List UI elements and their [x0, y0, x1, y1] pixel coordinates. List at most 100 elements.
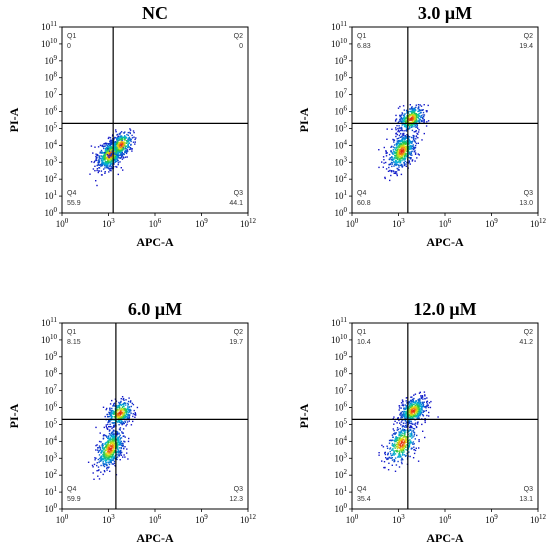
cell-event	[418, 408, 421, 410]
cell-event	[427, 104, 429, 107]
y-tick-label: 100	[335, 206, 348, 218]
cell-event	[90, 145, 93, 147]
y-tick-label: 106	[45, 401, 58, 413]
cell-event	[412, 417, 414, 419]
cell-event	[110, 437, 112, 439]
cell-event	[114, 147, 117, 149]
cell-event	[413, 448, 415, 451]
cell-event	[405, 400, 407, 402]
cell-event	[402, 448, 404, 451]
cell-event	[98, 156, 101, 158]
cell-event	[414, 115, 416, 117]
cell-event	[395, 142, 398, 144]
cell-event	[406, 402, 408, 404]
cell-event	[388, 442, 391, 444]
cell-event	[405, 454, 407, 457]
quadrant-name-q3: Q3	[234, 190, 243, 197]
cell-event	[120, 167, 122, 169]
cell-event	[412, 147, 414, 150]
cell-event	[106, 167, 108, 169]
cell-event	[412, 409, 415, 412]
cell-event	[107, 461, 109, 464]
cell-event	[400, 127, 402, 129]
cell-event	[111, 139, 113, 142]
cell-event	[410, 146, 412, 148]
cell-event	[104, 150, 106, 153]
cell-event	[397, 154, 399, 156]
cell-event	[117, 173, 119, 176]
cell-event	[414, 402, 417, 404]
cell-event	[110, 146, 112, 148]
cell-event	[419, 118, 421, 121]
cell-event	[390, 146, 392, 148]
cell-event	[416, 115, 418, 117]
cell-event	[398, 140, 401, 143]
cell-event	[107, 438, 110, 440]
cell-event	[113, 443, 116, 446]
cell-event	[118, 455, 120, 457]
cell-event	[404, 431, 407, 433]
cell-event	[396, 143, 398, 146]
x-tick-label: 1012	[530, 513, 547, 525]
cell-event	[401, 451, 403, 453]
cell-event	[112, 426, 115, 428]
cell-event	[400, 421, 403, 423]
cell-event	[109, 152, 111, 155]
cell-event	[111, 399, 113, 402]
cell-event	[400, 120, 402, 122]
cell-event	[103, 165, 106, 167]
cell-event	[406, 134, 408, 136]
cell-event	[405, 405, 407, 407]
cell-event	[114, 141, 117, 144]
cell-event	[120, 437, 123, 439]
cell-event	[113, 155, 115, 158]
cell-event	[130, 405, 132, 408]
cell-event	[411, 159, 414, 161]
cell-event	[386, 128, 388, 130]
cell-event	[418, 121, 421, 123]
cell-event	[120, 447, 122, 450]
cell-event	[403, 415, 406, 417]
quadrant-name-q2: Q2	[524, 33, 533, 40]
cell-event	[396, 167, 398, 170]
cell-event	[408, 156, 410, 159]
cell-event	[111, 151, 113, 153]
cell-event	[402, 413, 405, 416]
cell-event	[411, 442, 413, 444]
cell-event	[423, 104, 425, 106]
cell-event	[389, 157, 391, 159]
cell-event	[110, 454, 112, 456]
cell-event	[381, 444, 383, 447]
cell-event	[417, 408, 419, 410]
cell-event	[413, 446, 415, 448]
cell-event	[107, 452, 110, 454]
y-tick-label: 105	[335, 417, 348, 429]
cell-event	[402, 132, 404, 135]
cell-event	[409, 426, 412, 428]
cell-event	[395, 114, 397, 117]
cell-event	[103, 163, 105, 165]
cell-event	[410, 420, 412, 422]
x-tick-label: 106	[439, 513, 452, 525]
cell-event	[408, 152, 411, 154]
cell-event	[119, 141, 122, 143]
cell-event	[399, 145, 402, 148]
quadrant-value-q1: 0	[67, 43, 71, 50]
cell-event	[409, 141, 412, 143]
cell-event	[100, 159, 103, 162]
cell-event	[101, 444, 103, 447]
cell-event	[414, 141, 417, 143]
cell-event	[400, 430, 402, 432]
cell-event	[135, 414, 137, 416]
cell-event	[405, 126, 408, 129]
cell-event	[398, 166, 400, 168]
cell-event	[119, 135, 121, 137]
cell-event	[387, 469, 390, 471]
cell-event	[398, 142, 401, 145]
cell-event	[408, 115, 410, 117]
cell-event	[412, 403, 414, 405]
cell-event	[123, 414, 126, 417]
cell-event	[118, 402, 121, 405]
cell-event	[94, 165, 96, 167]
cell-event	[405, 436, 407, 438]
